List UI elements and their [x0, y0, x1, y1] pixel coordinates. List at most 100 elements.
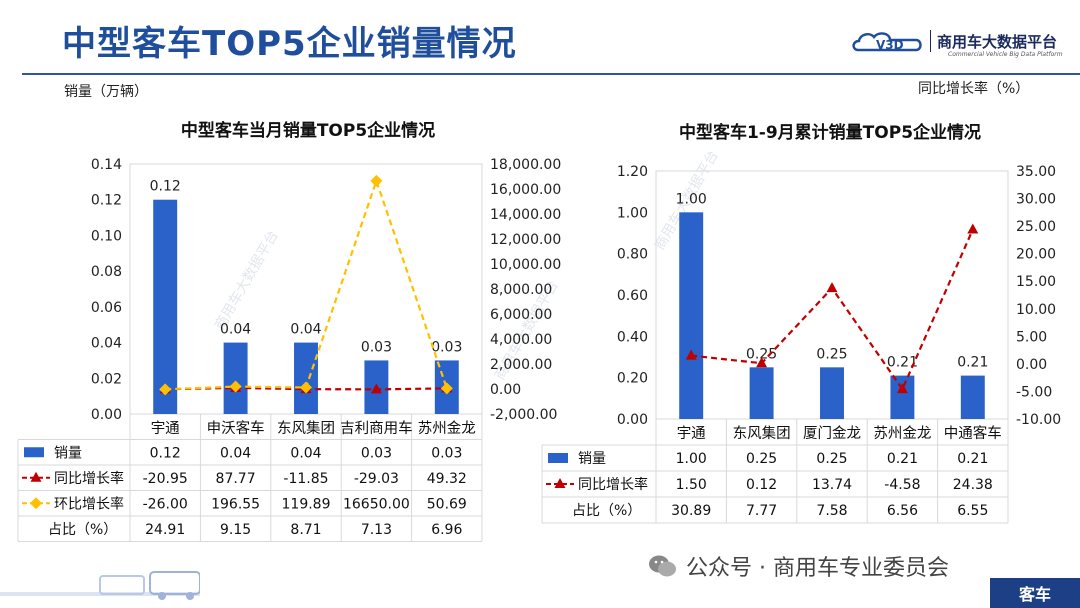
- left-axis-tick: 1.20: [617, 164, 648, 180]
- category-label: 申沃客车: [207, 420, 265, 437]
- bar: [294, 342, 318, 414]
- right-axis-tick: 12,000.00: [490, 232, 561, 248]
- legend-label: 同比增长率: [54, 470, 124, 487]
- right-axis-tick: 0.00: [1016, 357, 1047, 373]
- category-label: 东风集团: [277, 420, 335, 437]
- line-point: [159, 383, 172, 396]
- right-axis-tick: -2,000.00: [490, 407, 557, 423]
- category-label: 苏州金龙: [418, 420, 476, 437]
- right-axis-tick: 5.00: [1016, 329, 1047, 345]
- table-value: 0.21: [957, 451, 988, 467]
- bar-data-label: 0.03: [431, 339, 462, 355]
- legend-label: 占比（%）: [572, 503, 641, 519]
- bar: [960, 375, 985, 419]
- right-axis-tick: 0.00: [490, 382, 521, 398]
- table-value: 0.25: [816, 451, 847, 467]
- right-axis-tick: 10.00: [1016, 302, 1056, 318]
- legend-label: 销量: [578, 451, 606, 467]
- table-value: 1.00: [676, 451, 707, 467]
- line-point: [685, 349, 697, 360]
- table-value: -29.03: [354, 471, 399, 487]
- line-point: [370, 383, 382, 394]
- right-axis-tick: 18,000.00: [490, 157, 561, 173]
- table-value: 7.13: [361, 522, 392, 538]
- bar-data-label: 0.21: [887, 355, 918, 371]
- line-point: [967, 223, 979, 234]
- legend-key: [24, 447, 44, 458]
- series-line: [691, 229, 974, 392]
- table-value: 6.55: [957, 503, 988, 519]
- line-point: [440, 382, 453, 395]
- table-value: 0.12: [150, 445, 181, 461]
- category-tag: 客车: [990, 578, 1080, 608]
- left-axis-tick: 0.02: [91, 371, 122, 387]
- right-axis-tick: 15.00: [1016, 274, 1056, 290]
- right-axis-tick: 35.00: [1016, 164, 1056, 180]
- table-value: 6.56: [887, 503, 918, 519]
- right-axis-tick: -10.00: [1016, 412, 1061, 428]
- left-axis-tick: 0.80: [617, 247, 648, 263]
- line-point: [826, 282, 838, 293]
- table-value: -11.85: [283, 471, 328, 487]
- table-value: 30.89: [671, 503, 711, 519]
- category-label: 吉利商用车: [340, 420, 413, 437]
- table-value: 50.69: [427, 496, 467, 512]
- left-axis-tick: 0.60: [617, 288, 648, 304]
- left-axis-tick: 1.00: [617, 205, 648, 221]
- category-label: 东风集团: [733, 425, 791, 442]
- bar-data-label: 0.04: [290, 322, 321, 338]
- bar: [679, 212, 704, 419]
- right-axis-tick: 16,000.00: [490, 182, 561, 198]
- title-divider: [22, 73, 1080, 75]
- wechat-icon: [649, 555, 676, 577]
- bar-data-label: 1.00: [676, 191, 707, 207]
- left-unit-label: 销量（万辆）: [64, 84, 148, 100]
- page-title: 中型客车TOP5企业销量情况: [62, 24, 517, 64]
- bar: [223, 342, 248, 414]
- bar-data-label: 0.25: [746, 346, 777, 362]
- table-value: 196.55: [211, 496, 260, 512]
- right-axis-tick: 30.00: [1016, 192, 1056, 208]
- table-value: 0.03: [361, 445, 392, 461]
- table-value: 6.96: [431, 522, 462, 538]
- legend-label: 占比（%）: [48, 522, 117, 538]
- table-value: 16650.00: [343, 496, 410, 512]
- left-axis-tick: 0.08: [91, 264, 122, 280]
- cloud-logo-icon: V3D: [852, 32, 922, 52]
- chart-monthly: 中型客车当月销量TOP5企业情况 0.00 0.02 0.04 0.06 0.08 0.10…: [17, 120, 561, 542]
- legend-key: [548, 453, 568, 463]
- line-point: [756, 357, 768, 368]
- right-axis-tick: 6,000.00: [490, 307, 552, 323]
- table-value: 0.03: [431, 445, 462, 461]
- bar: [820, 367, 844, 419]
- table-value: 7.58: [816, 503, 847, 519]
- left-axis-tick: 0.20: [617, 371, 648, 387]
- chart-title: 中型客车1-9月累计销量TOP5企业情况: [679, 122, 981, 143]
- brand-logo: V3D 商用车大数据平台: [850, 28, 1057, 54]
- left-axis-tick: 0.06: [91, 300, 122, 316]
- bar-data-label: 0.12: [150, 179, 181, 195]
- table-value: 0.12: [746, 477, 777, 493]
- table-value: -20.95: [143, 471, 188, 487]
- right-axis-tick: 4,000.00: [490, 332, 552, 348]
- table-value: 1.50: [676, 477, 707, 493]
- left-axis-tick: 0.14: [91, 157, 122, 173]
- bar: [749, 367, 774, 419]
- category-label: 宇通: [151, 420, 180, 437]
- bar: [890, 375, 915, 419]
- line-point: [896, 383, 908, 394]
- right-axis-tick: 20.00: [1016, 247, 1056, 263]
- table-value: 24.91: [145, 522, 185, 538]
- left-axis-tick: 0.04: [91, 336, 122, 352]
- category-label: 厦门金龙: [803, 425, 861, 442]
- table-value: 0.21: [887, 451, 918, 467]
- chart-title: 中型客车当月销量TOP5企业情况: [181, 120, 435, 141]
- legend-key: [30, 471, 42, 482]
- table-value: 87.77: [216, 471, 256, 487]
- left-axis-tick: 0.10: [91, 228, 122, 244]
- category-label: 中通客车: [944, 425, 1002, 442]
- table-value: 9.15: [220, 522, 251, 538]
- bar-data-label: 0.21: [957, 355, 988, 371]
- table-value: -4.58: [884, 477, 920, 493]
- bar: [153, 199, 178, 414]
